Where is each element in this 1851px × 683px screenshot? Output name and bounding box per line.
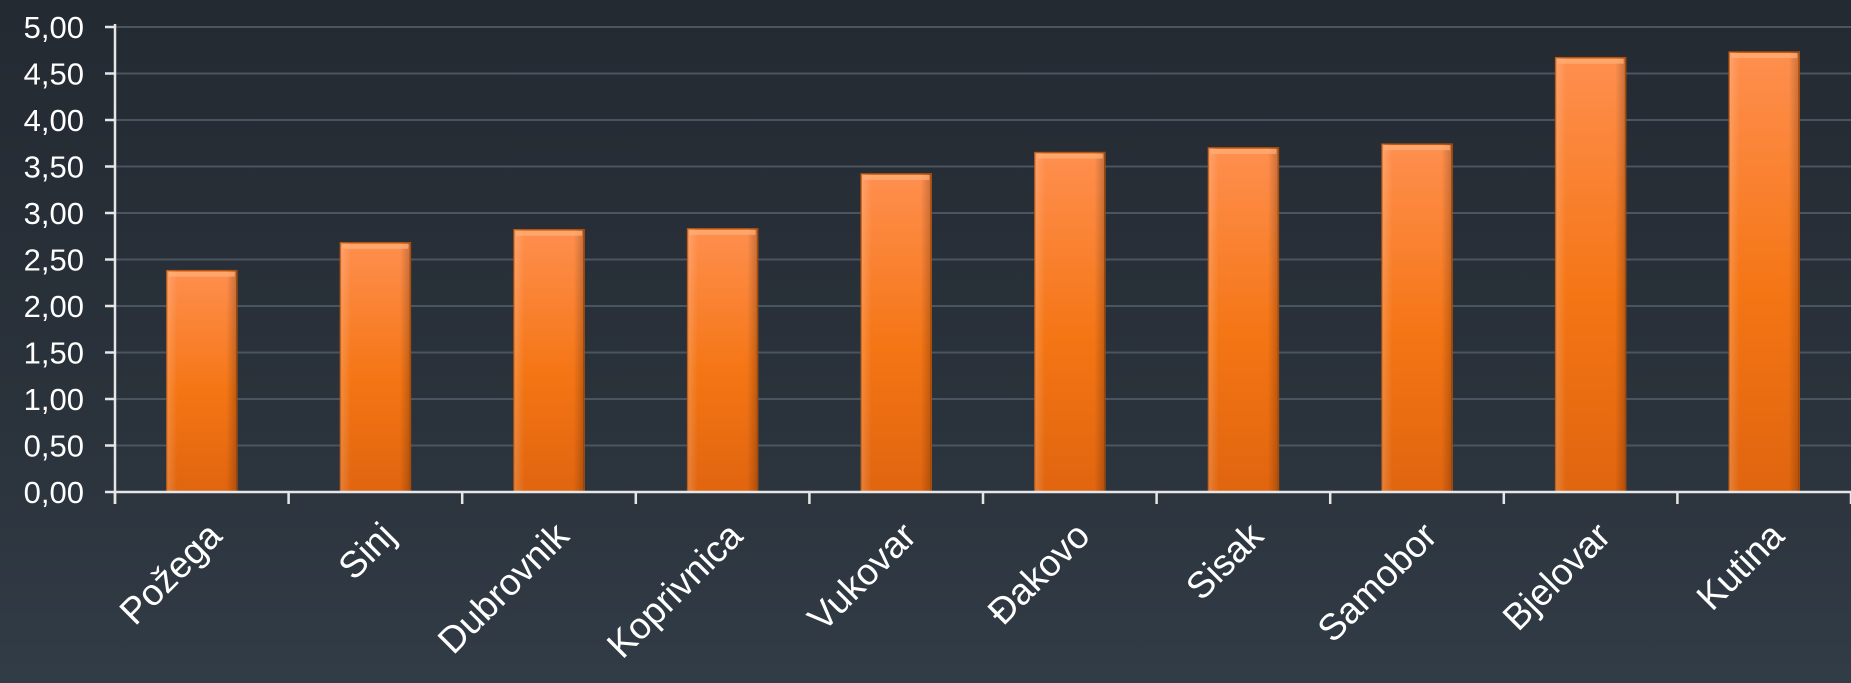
bar: [686, 228, 759, 493]
bar: [513, 228, 585, 493]
y-tick-label: 2,50: [24, 243, 84, 278]
axes: [105, 24, 1851, 504]
x-category-label: Samobor: [1310, 515, 1445, 650]
bar-top-highlight: [1384, 145, 1450, 151]
bar-top-highlight: [1036, 153, 1103, 159]
y-tick-label: 3,00: [24, 196, 84, 231]
bar-shade: [340, 242, 411, 492]
x-category-label: Dubrovnik: [430, 514, 577, 661]
bar: [1554, 56, 1627, 493]
y-tick-label: 4,00: [24, 103, 84, 138]
bar: [1034, 151, 1106, 493]
x-category-label: Bjelovar: [1495, 515, 1619, 639]
y-tick-labels: 0,00 0,50 1,00 1,50 2,00 2,50 3,00 3,50 4,00 4,50…: [24, 10, 84, 510]
bar-shade: [1382, 144, 1452, 492]
y-tick-label: 1,50: [24, 336, 84, 371]
bar-shade: [166, 270, 237, 492]
x-category-label: Đakovo: [980, 515, 1098, 633]
bar: [339, 242, 412, 493]
bar: [1381, 143, 1453, 493]
bar-shade: [861, 173, 932, 492]
bar-top-highlight: [863, 174, 930, 180]
bar-shade: [1208, 147, 1279, 492]
bars: [166, 51, 1800, 493]
x-category-label: Sisak: [1178, 514, 1271, 607]
y-tick-label: 2,00: [24, 289, 84, 324]
y-tick-label: 3,50: [24, 150, 84, 185]
bar: [1728, 51, 1800, 493]
bar-top-highlight: [1210, 148, 1277, 154]
bar: [1207, 147, 1280, 493]
bar-top-highlight: [342, 243, 409, 249]
y-tick-label: 5,00: [24, 10, 84, 45]
bar-top-highlight: [1557, 58, 1624, 64]
bar-shade: [687, 228, 758, 492]
bar-shade: [1034, 152, 1105, 493]
y-tick-label: 4,50: [24, 57, 84, 92]
bar-top-highlight: [1731, 53, 1798, 59]
y-tick-label: 0,50: [24, 429, 84, 464]
bar-shade: [1555, 57, 1626, 492]
x-category-label: Kutina: [1689, 514, 1792, 617]
bar: [860, 173, 932, 493]
x-category-labels: Požega Sinj Dubrovnik Koprivnica Vukovar Đako…: [112, 514, 1792, 666]
x-category-label: Požega: [112, 514, 230, 632]
y-tick-label: 0,00: [24, 475, 84, 510]
x-category-label: Vukovar: [800, 515, 924, 639]
y-tick-label: 1,00: [24, 382, 84, 417]
bar: [166, 269, 238, 493]
x-category-label: Koprivnica: [599, 514, 750, 665]
bar-shade: [1729, 52, 1800, 493]
bar-shade: [514, 229, 584, 493]
bar-top-highlight: [689, 229, 756, 235]
x-category-label: Sinj: [330, 515, 403, 588]
bar-top-highlight: [516, 230, 582, 236]
bar-top-highlight: [168, 271, 235, 277]
